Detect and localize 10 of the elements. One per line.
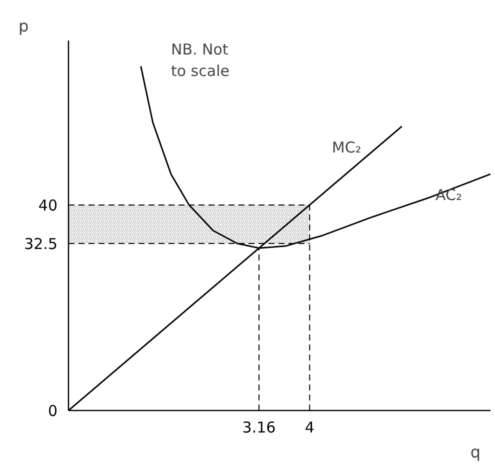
y-tick-label: 0 (48, 402, 58, 420)
series-label: AC₂ (436, 186, 462, 204)
y-axis-title: p (18, 16, 29, 36)
series-label: MC₂ (332, 138, 362, 156)
x-axis-title: q (470, 442, 480, 462)
x-tick-label: 3.16 (242, 418, 276, 436)
y-tick-label: 40 (38, 196, 58, 214)
x-tick-label: 4 (304, 418, 314, 436)
y-tick-label: 32.5 (24, 234, 58, 253)
annotation: NB. Not to scale (170, 40, 230, 80)
